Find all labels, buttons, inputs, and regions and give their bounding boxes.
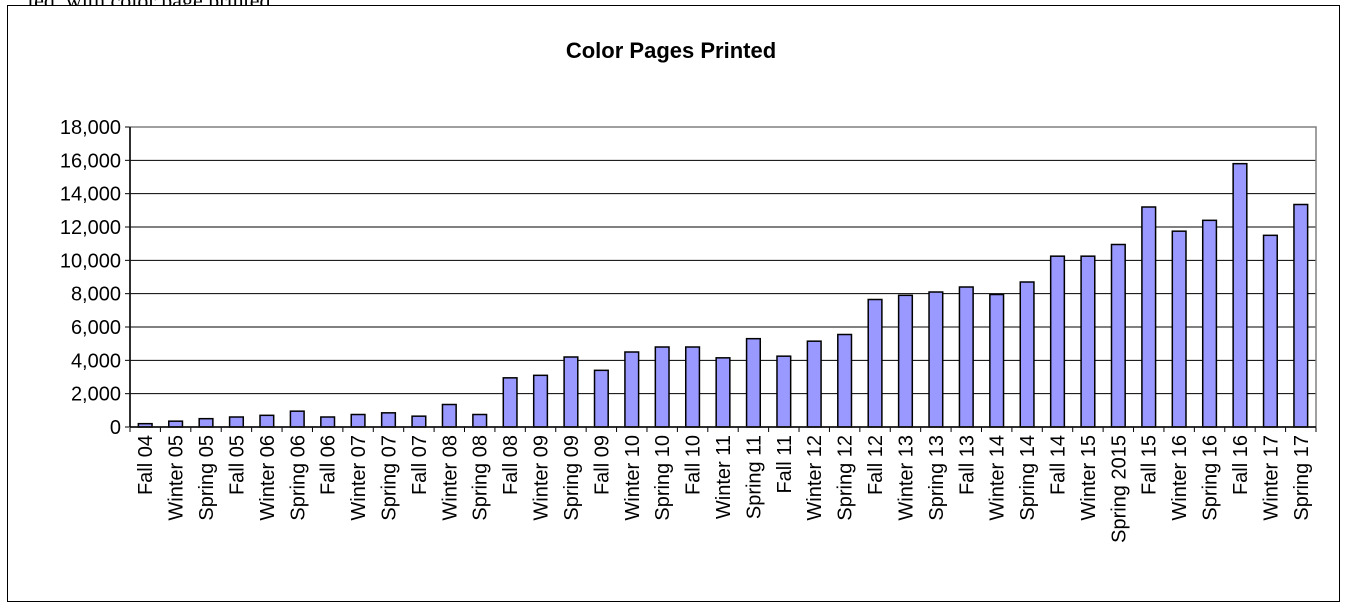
x-tick-label: Fall 08 [500, 435, 522, 495]
x-tick-label: Winter 09 [531, 435, 553, 521]
bar [289, 410, 305, 428]
x-tick-label: Winter 06 [257, 435, 279, 521]
x-tick-label: Winter 10 [622, 435, 644, 521]
x-tick-label: Fall 14 [1048, 435, 1070, 495]
y-tick-label: 8,000 [71, 284, 121, 306]
bar [928, 291, 944, 428]
x-tick-label: Fall 05 [226, 435, 248, 495]
bar [989, 293, 1005, 428]
bar [958, 286, 974, 428]
x-tick-label: Spring 2015 [1108, 435, 1130, 543]
bar [472, 413, 488, 428]
bar [1171, 230, 1187, 428]
y-tick-label: 10,000 [60, 250, 121, 272]
bar [1262, 234, 1278, 428]
x-tick-label: Fall 06 [318, 435, 340, 495]
bar [1019, 281, 1035, 428]
y-tick-label: 12,000 [60, 217, 121, 239]
bar [411, 415, 427, 428]
y-tick-label: 14,000 [60, 184, 121, 206]
bar [441, 403, 457, 428]
x-tick-label: Fall 07 [409, 435, 431, 495]
bar [1110, 243, 1126, 428]
x-tick-label: Winter 12 [804, 435, 826, 521]
bar [350, 413, 366, 428]
x-tick-label: Fall 16 [1230, 435, 1252, 495]
x-tick-label: Spring 11 [743, 435, 765, 519]
x-tick-label: Fall 15 [1139, 435, 1161, 495]
chart-title: Color Pages Printed [566, 38, 776, 63]
x-tick-label: Spring 07 [378, 435, 400, 521]
x-tick-label: Winter 05 [166, 435, 188, 521]
x-tick-label: Spring 14 [1017, 435, 1039, 521]
x-tick-label: Winter 11 [713, 435, 735, 519]
bar [654, 346, 670, 428]
bar [776, 355, 792, 428]
bar [745, 337, 762, 428]
x-tick-label: Winter 16 [1169, 435, 1191, 521]
y-tick-label: 18,000 [60, 117, 121, 139]
bar [198, 417, 214, 428]
bar [228, 416, 245, 428]
x-tick-label: Fall 12 [865, 435, 887, 495]
bar [168, 420, 184, 428]
bar [1141, 206, 1157, 428]
y-tick-label: 0 [110, 417, 121, 439]
bar [806, 340, 822, 428]
bar [320, 416, 336, 428]
x-tick-label: Spring 10 [652, 435, 674, 521]
x-tick-label: Winter 17 [1260, 435, 1282, 521]
bar [563, 356, 579, 428]
y-tick-label: 2,000 [71, 384, 121, 406]
bar [532, 374, 549, 428]
x-tick-label: Fall 04 [135, 435, 157, 495]
x-tick-label: Winter 07 [348, 435, 370, 521]
bar [502, 377, 518, 428]
x-tick-label: Spring 13 [926, 435, 948, 521]
x-tick-label: Spring 08 [470, 435, 492, 521]
x-tick-label: Spring 17 [1291, 435, 1313, 521]
y-tick-label: 16,000 [60, 150, 121, 172]
bar [1201, 219, 1218, 428]
bar [837, 333, 853, 428]
bar [259, 414, 275, 428]
x-tick-label: Spring 09 [561, 435, 583, 521]
bar [593, 369, 609, 428]
bar [1293, 203, 1309, 428]
x-tick-label: Winter 15 [1078, 435, 1100, 521]
bar [684, 346, 701, 428]
x-tick-label: Fall 11 [774, 435, 796, 494]
x-tick-label: Winter 08 [439, 435, 461, 521]
x-tick-label: Fall 09 [591, 435, 613, 495]
y-tick-label: 4,000 [71, 350, 121, 372]
x-tick-label: Spring 12 [835, 435, 857, 521]
x-tick-label: Fall 13 [956, 435, 978, 495]
bar [1049, 255, 1066, 428]
x-tick-label: Spring 05 [196, 435, 218, 521]
bar [897, 294, 914, 428]
x-tick-label: Spring 06 [287, 435, 309, 521]
bar [715, 357, 731, 428]
x-tick-label: Winter 13 [895, 435, 917, 521]
bar [1080, 255, 1096, 428]
x-tick-label: Fall 10 [683, 435, 705, 495]
y-tick-label: 6,000 [71, 317, 121, 339]
x-tick-label: Spring 16 [1200, 435, 1222, 521]
x-tick-label: Winter 14 [987, 435, 1009, 521]
bar [380, 412, 397, 428]
bar [867, 298, 883, 428]
bar [624, 351, 640, 428]
bar [1232, 162, 1248, 428]
